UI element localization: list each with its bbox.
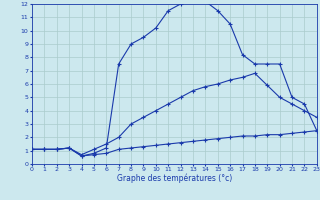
X-axis label: Graphe des températures (°c): Graphe des températures (°c) bbox=[117, 174, 232, 183]
